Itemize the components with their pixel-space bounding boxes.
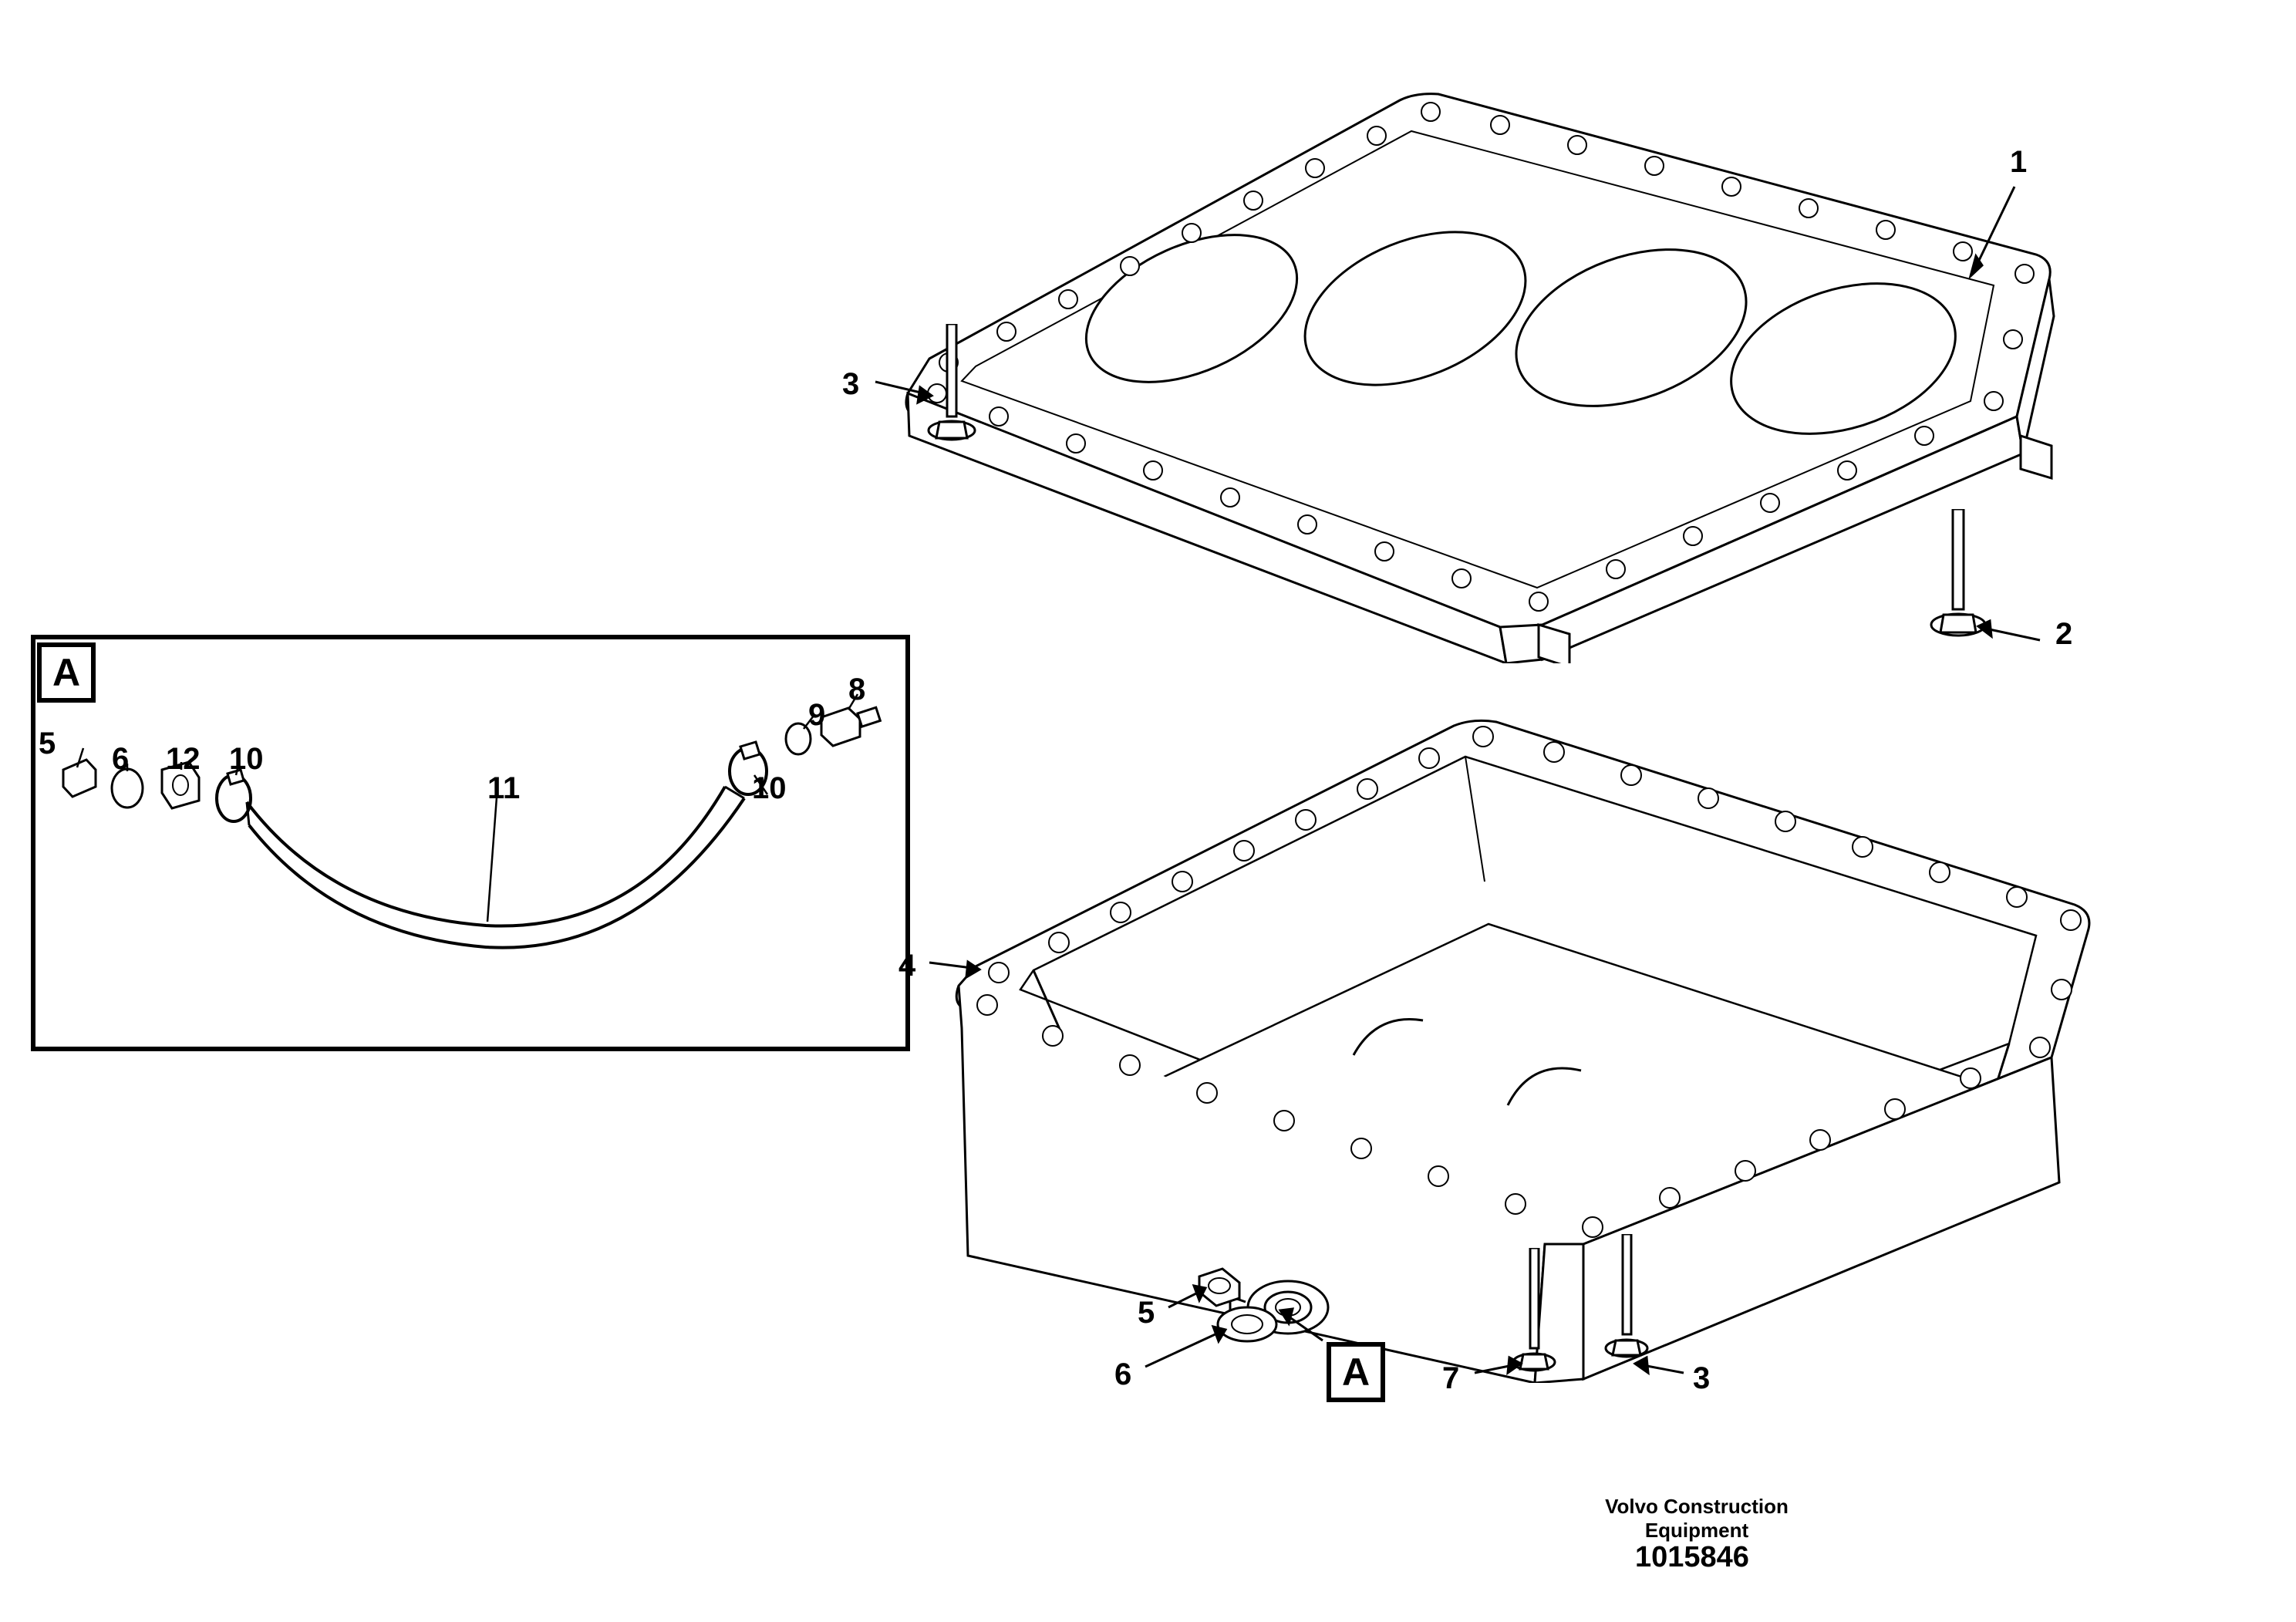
callout-11: 11: [487, 771, 520, 806]
bolt-part-3-lower: [1604, 1234, 1650, 1369]
callout-10-right: 10: [752, 771, 787, 806]
callout-6-detail: 6: [112, 742, 129, 777]
callout-8: 8: [848, 673, 865, 707]
technical-diagram: A A: [0, 0, 2296, 1622]
brand-footer: Volvo Construction Equipment: [1581, 1495, 1812, 1543]
callout-1: 1: [2010, 145, 2027, 180]
callout-10-left: 10: [229, 742, 264, 777]
callout-3-lower: 3: [1693, 1361, 1710, 1396]
upper-frame-part: [860, 69, 2086, 663]
callout-9: 9: [808, 698, 825, 733]
drain-hose-assembly: [54, 671, 887, 1026]
callout-7: 7: [1442, 1361, 1459, 1396]
brand-line2: Equipment: [1645, 1519, 1748, 1542]
bolt-part-2: [1928, 509, 1990, 648]
drain-seal-part-6: [1215, 1303, 1280, 1346]
brand-line1: Volvo Construction: [1605, 1495, 1789, 1518]
detail-ref-a: A: [1327, 1342, 1385, 1402]
callout-5-main: 5: [1138, 1296, 1155, 1330]
drawing-number: 1015846: [1635, 1541, 1749, 1574]
callout-6-main: 6: [1114, 1357, 1131, 1392]
callout-4: 4: [899, 949, 915, 983]
callout-3-upper: 3: [842, 367, 859, 402]
callout-2: 2: [2055, 617, 2072, 652]
bolt-part-3-upper: [925, 324, 979, 451]
callout-5-detail: 5: [39, 727, 56, 761]
callout-12: 12: [166, 742, 201, 777]
bolt-part-7: [1512, 1248, 1558, 1383]
